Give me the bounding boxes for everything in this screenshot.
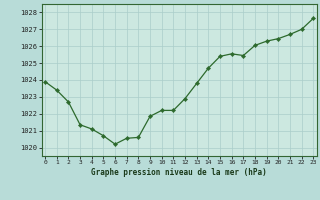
X-axis label: Graphe pression niveau de la mer (hPa): Graphe pression niveau de la mer (hPa)	[91, 168, 267, 177]
